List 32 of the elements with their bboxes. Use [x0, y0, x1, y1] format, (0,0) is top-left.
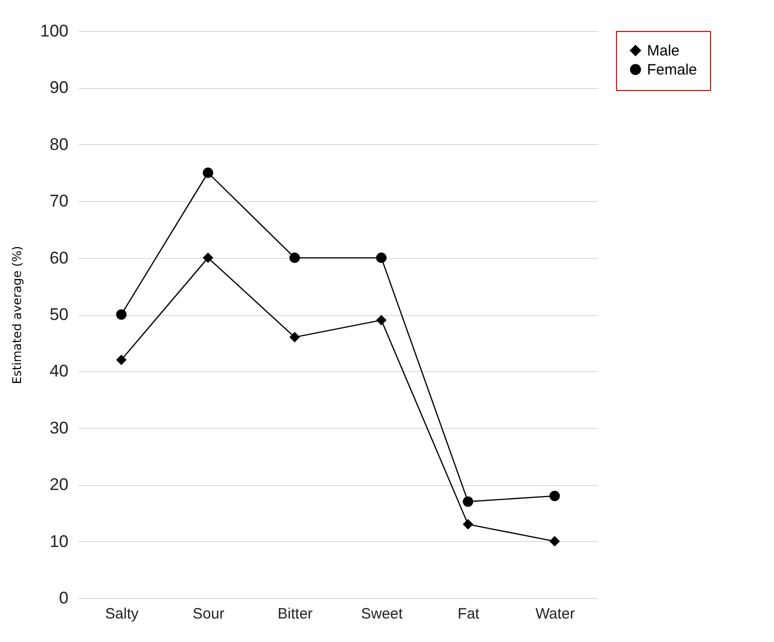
- point: [202, 168, 214, 178]
- y-tick-label: 10: [50, 532, 68, 551]
- x-tick-label: Salty: [105, 606, 139, 622]
- y-tick-label: 80: [50, 134, 68, 154]
- point: [549, 490, 560, 502]
- y-tick-label: 20: [50, 475, 68, 494]
- point: [289, 332, 300, 342]
- point: [462, 496, 474, 507]
- y-tick-label: 60: [50, 248, 68, 268]
- point: [202, 252, 214, 264]
- x-tick-label: Bitter: [278, 606, 313, 622]
- y-tick-label: 70: [50, 192, 68, 211]
- point: [116, 309, 127, 320]
- x-tick-label: Sour: [192, 606, 224, 622]
- y-tick-label: 50: [50, 305, 68, 324]
- y-tick-label: 40: [50, 362, 68, 381]
- legend-label: Female: [647, 62, 698, 78]
- y-axis-title: Estimated average (%): [10, 246, 24, 384]
- y-tick-label: 100: [40, 22, 68, 40]
- y-tick-label: 30: [50, 418, 68, 438]
- x-tick-label: Water: [535, 606, 575, 622]
- point: [549, 536, 560, 547]
- x-tick-label: Fat: [458, 606, 480, 622]
- y-tick-label: 90: [50, 78, 68, 98]
- legend-label: Male: [647, 42, 680, 60]
- y-tick-label: 0: [59, 588, 68, 608]
- point: [462, 519, 474, 530]
- point: [116, 354, 127, 366]
- point: [376, 314, 387, 326]
- x-tick-label: Sweet: [360, 606, 404, 622]
- point: [289, 252, 300, 264]
- point: [376, 252, 387, 264]
